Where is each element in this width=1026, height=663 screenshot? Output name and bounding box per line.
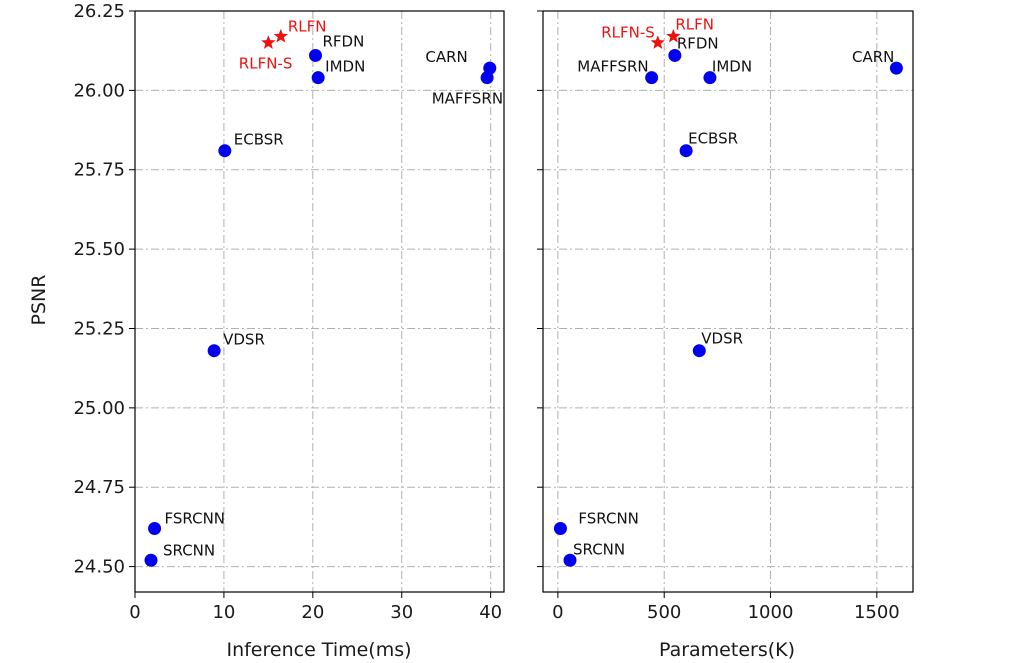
parameters-panel: 0 500 1000 1500 SRCNN FSRCNN VDSR ECBSR RFDN IMDN… bbox=[537, 10, 914, 623]
point-rlfn-s-star bbox=[650, 35, 665, 49]
point-maffsrn bbox=[480, 71, 494, 85]
x-axis-label-left: Inference Time(ms) bbox=[226, 639, 411, 661]
inference-time-panel: 0 10 20 30 40 24.50 24.75 25.00 25.25 25.50 25.75 2… bbox=[73, 1, 505, 623]
y-axis-label: PSNR bbox=[28, 275, 50, 326]
point-vdsr bbox=[692, 344, 706, 358]
plot-frame bbox=[542, 10, 914, 593]
point-fsrcnn bbox=[553, 522, 567, 536]
x-tick-label: 30 bbox=[390, 602, 413, 623]
point-label-srcnn: SRCNN bbox=[163, 541, 215, 559]
x-tick-label: 10 bbox=[212, 602, 235, 623]
x-tick-label: 20 bbox=[301, 602, 324, 623]
point-imdn bbox=[311, 71, 325, 85]
point-srcnn bbox=[144, 553, 158, 567]
point-label-rlfn-s: RLFN-S bbox=[601, 24, 655, 42]
point-rfdn bbox=[308, 48, 322, 62]
plot-frame bbox=[134, 10, 505, 593]
y-tick-label: 25.50 bbox=[73, 239, 125, 260]
point-label-vdsr: VDSR bbox=[223, 331, 265, 349]
y-tick-label: 25.75 bbox=[73, 160, 125, 181]
point-label-fsrcnn: FSRCNN bbox=[165, 510, 225, 528]
y-tick-label: 24.75 bbox=[73, 477, 125, 498]
point-label-rfdn: RFDN bbox=[322, 32, 364, 50]
point-label-rlfn: RLFN bbox=[675, 15, 714, 33]
x-tick-label: 500 bbox=[647, 602, 681, 623]
point-label-fsrcnn: FSRCNN bbox=[578, 510, 638, 528]
point-rlfn-s-star bbox=[261, 35, 276, 49]
point-label-rfdn: RFDN bbox=[677, 34, 719, 52]
point-fsrcnn bbox=[148, 522, 162, 536]
x-tick-label: 40 bbox=[479, 602, 502, 623]
point-label-vdsr: VDSR bbox=[701, 330, 743, 348]
y-tick-label: 24.50 bbox=[73, 557, 125, 578]
point-imdn bbox=[703, 71, 717, 85]
point-rlfn-star bbox=[273, 28, 288, 43]
point-label-imdn: IMDN bbox=[712, 58, 752, 76]
point-srcnn bbox=[563, 553, 577, 567]
point-label-imdn: IMDN bbox=[325, 58, 365, 76]
point-label-rlfn: RLFN bbox=[288, 17, 327, 35]
point-ecbsr bbox=[679, 144, 693, 158]
x-tick-label: 1000 bbox=[748, 602, 794, 623]
point-rlfn-star bbox=[666, 28, 681, 43]
point-rfdn bbox=[668, 48, 682, 62]
point-label-rlfn-s: RLFN-S bbox=[239, 55, 293, 73]
point-ecbsr bbox=[218, 144, 232, 158]
y-tick-label: 25.00 bbox=[73, 398, 125, 419]
point-label-maffsrn: MAFFSRN bbox=[577, 58, 648, 76]
x-tick-label: 0 bbox=[129, 602, 140, 623]
point-label-carn: CARN bbox=[852, 48, 894, 66]
point-carn bbox=[889, 61, 903, 75]
y-tick-label: 25.25 bbox=[73, 318, 125, 339]
y-tick-label: 26.00 bbox=[73, 80, 125, 101]
x-tick-label: 1500 bbox=[854, 602, 900, 623]
point-label-ecbsr: ECBSR bbox=[234, 131, 284, 149]
y-tick-label: 26.25 bbox=[73, 1, 125, 22]
point-label-ecbsr: ECBSR bbox=[688, 130, 738, 148]
point-vdsr bbox=[207, 344, 221, 358]
point-label-carn: CARN bbox=[425, 48, 467, 66]
point-maffsrn bbox=[645, 71, 659, 85]
x-tick-label: 0 bbox=[552, 602, 563, 623]
point-label-maffsrn: MAFFSRN bbox=[432, 90, 503, 108]
point-label-srcnn: SRCNN bbox=[573, 540, 625, 558]
x-axis-label-right: Parameters(K) bbox=[659, 639, 795, 661]
